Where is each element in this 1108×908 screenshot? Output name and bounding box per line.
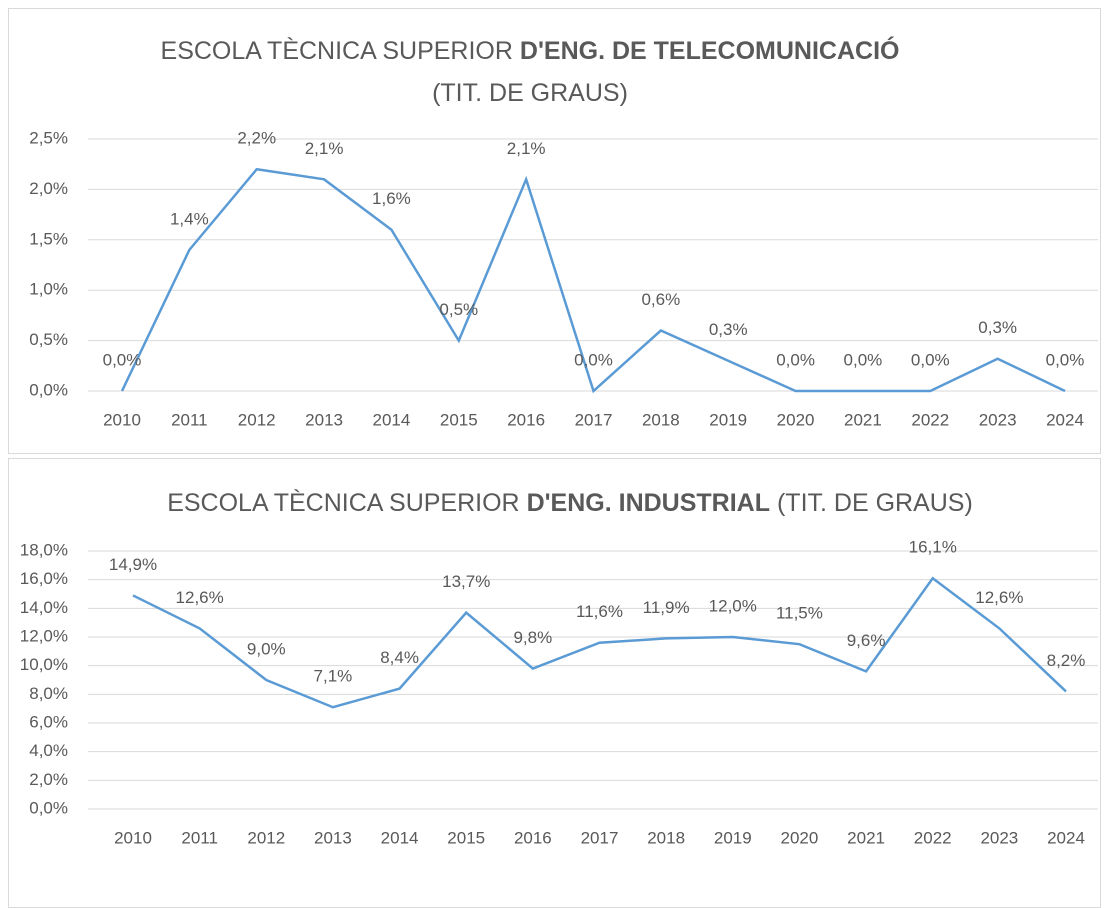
x-tick-label: 2020 [777, 410, 815, 429]
data-label: 11,9% [643, 598, 690, 617]
x-tick-label: 2010 [103, 410, 141, 429]
x-tick-label: 2017 [581, 828, 619, 847]
data-label: 9,6% [847, 631, 886, 650]
title: ESCOLA TÈCNICA SUPERIOR [167, 489, 520, 517]
x-tick-label: 2024 [1046, 410, 1084, 429]
data-label: 12,6% [176, 588, 224, 607]
title-bold: D'ENG. DE TELECOMUNICACIÓ [519, 37, 900, 65]
x-tick-label: 2024 [1047, 828, 1085, 847]
y-tick-label: 2,0% [29, 179, 68, 198]
data-label: 9,8% [513, 628, 552, 647]
data-label: 2,1% [507, 139, 546, 158]
data-label: 7,1% [314, 667, 353, 686]
data-label: 8,4% [380, 648, 419, 667]
x-tick-label: 2014 [373, 410, 411, 429]
x-tick-label: 2015 [447, 828, 485, 847]
y-tick-label: 6,0% [29, 712, 68, 731]
x-tick-label: 2014 [381, 828, 419, 847]
x-tick-label: 2023 [979, 410, 1017, 429]
x-tick-label: 2012 [247, 828, 285, 847]
x-tick-label: 2011 [181, 828, 218, 847]
title-suffix: (TIT. DE GRAUS) [776, 489, 973, 517]
title-bold: D'ENG. INDUSTRIAL [526, 489, 771, 517]
y-tick-label: 2,0% [29, 770, 68, 789]
data-label: 11,6% [576, 602, 623, 621]
y-tick-label: 2,5% [29, 128, 68, 147]
x-tick-label: 2019 [714, 828, 752, 847]
y-tick-label: 12,0% [20, 626, 68, 645]
chart-frame [8, 8, 1101, 454]
y-tick-label: 8,0% [29, 684, 68, 703]
data-label: 2,1% [305, 139, 344, 158]
data-label: 1,4% [170, 209, 209, 228]
line [120, 167, 1066, 394]
x-tick-label: 2020 [781, 828, 819, 847]
data-label: 0,6% [641, 290, 680, 309]
data-label: 0,5% [439, 300, 478, 319]
x-tick-label: 2022 [914, 828, 952, 847]
title: ESCOLA TÈCNICA SUPERIOR [160, 37, 513, 65]
data-label: 0,0% [844, 350, 883, 369]
x-tick-label: 2017 [575, 410, 613, 429]
data-label: 9,0% [247, 639, 286, 658]
chart-title: ESCOLA TÈCNICA SUPERIOR D'ENG. INDUSTRIA… [60, 482, 1080, 524]
x-tick-label: 2023 [980, 828, 1018, 847]
y-tick-label: 0,0% [29, 798, 68, 817]
y-tick-label: 14,0% [20, 598, 68, 617]
data-label: 0,0% [574, 350, 613, 369]
y-tick-label: 0,5% [29, 330, 68, 349]
line [132, 576, 1067, 709]
y-tick-label: 4,0% [29, 741, 68, 760]
y-tick-label: 1,5% [29, 229, 68, 248]
data-label: 12,0% [709, 596, 757, 615]
x-tick-label: 2018 [642, 410, 680, 429]
data-label: 0,0% [776, 350, 815, 369]
x-tick-label: 2021 [847, 828, 885, 847]
chart-frame [8, 458, 1101, 908]
x-tick-label: 2013 [305, 410, 343, 429]
x-tick-label: 2016 [507, 410, 545, 429]
y-tick-label: 10,0% [20, 655, 68, 674]
y-tick-label: 0,0% [29, 380, 68, 399]
data-label: 11,5% [776, 604, 823, 623]
data-label: 12,6% [975, 588, 1023, 607]
data-label: 1,6% [372, 189, 411, 208]
x-tick-label: 2011 [171, 410, 208, 429]
y-tick-label: 16,0% [20, 569, 68, 588]
x-tick-label: 2019 [709, 410, 747, 429]
x-tick-label: 2016 [514, 828, 552, 847]
data-label: 0,0% [911, 350, 950, 369]
x-tick-label: 2013 [314, 828, 352, 847]
data-label: 0,0% [103, 350, 142, 369]
y-tick-label: 18,0% [20, 540, 68, 559]
data-label: 16,1% [909, 538, 957, 557]
data-label: 8,2% [1047, 651, 1086, 670]
x-tick-label: 2021 [844, 410, 882, 429]
data-label: 0,0% [1046, 350, 1085, 369]
x-tick-label: 2015 [440, 410, 478, 429]
y-tick-label: 1,0% [29, 280, 68, 299]
chart-title: ESCOLA TÈCNICA SUPERIOR D'ENG. DE TELECO… [150, 30, 910, 114]
data-label: 14,9% [109, 555, 157, 574]
data-label: 2,2% [237, 129, 276, 148]
x-tick-label: 2012 [238, 410, 276, 429]
x-tick-label: 2018 [647, 828, 685, 847]
x-tick-label: 2022 [911, 410, 949, 429]
data-label: 13,7% [442, 572, 490, 591]
data-label: 0,3% [978, 318, 1017, 337]
title-suffix: (TIT. DE GRAUS) [432, 79, 628, 107]
x-tick-label: 2010 [114, 828, 152, 847]
data-label: 0,3% [709, 320, 748, 339]
